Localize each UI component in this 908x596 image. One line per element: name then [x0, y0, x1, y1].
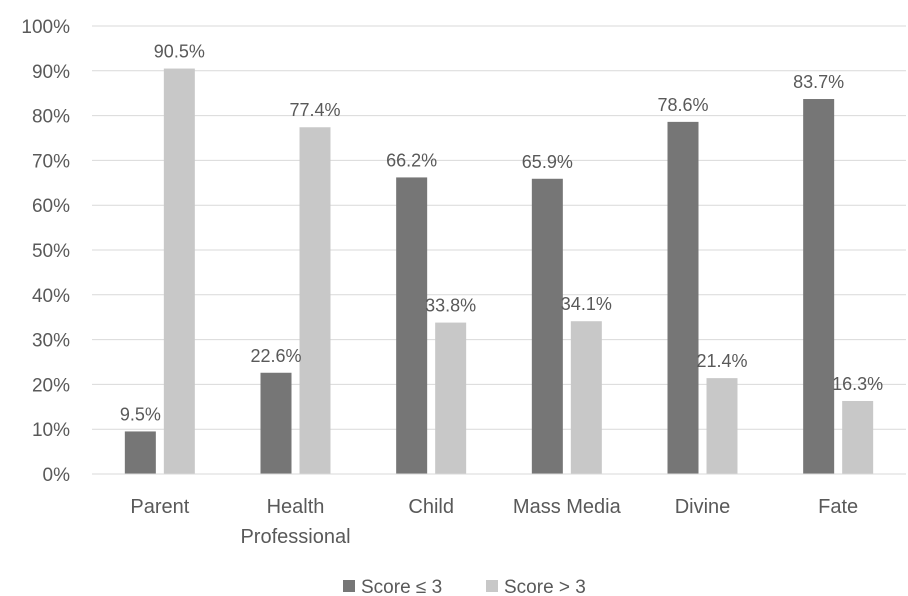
x-category-label: Divine [675, 496, 731, 518]
legend-label: Score > 3 [504, 577, 586, 596]
data-labels: 9.5% 90.5% 22.6% 77.4% 66.2% 33.8% 65.9% 34.1% 7… [120, 42, 883, 425]
gridlines [92, 25, 906, 430]
bar-score-le-3[interactable] [803, 99, 835, 475]
y-tick-label: 40% [32, 286, 70, 307]
data-label: 65.9% [522, 152, 573, 172]
data-label: 22.6% [250, 346, 301, 366]
bar-score-gt-3[interactable] [842, 400, 874, 474]
y-tick-label: 30% [32, 331, 70, 352]
y-tick-label: 50% [32, 241, 70, 262]
x-category-label: Parent [130, 496, 189, 518]
x-category-label: Mass Media [513, 496, 622, 518]
data-label: 16.3% [832, 374, 883, 394]
bar-score-gt-3[interactable] [299, 127, 331, 475]
x-category-label: Fate [818, 496, 858, 518]
bar-score-le-3[interactable] [260, 372, 292, 474]
y-tick-label: 90% [32, 62, 70, 83]
bar-score-gt-3[interactable] [570, 321, 602, 474]
bar-score-le-3[interactable] [667, 121, 699, 474]
y-tick-label: 10% [32, 420, 70, 441]
legend-swatch [486, 580, 498, 592]
y-tick-label: 100% [21, 17, 70, 38]
data-label: 21.4% [696, 351, 747, 371]
y-tick-label: 70% [32, 151, 70, 172]
data-label: 66.2% [386, 150, 437, 170]
x-axis: Parent Health Professional Child Mass Media D… [92, 473, 906, 548]
data-label: 33.8% [425, 296, 476, 316]
bar-score-le-3[interactable] [531, 178, 563, 474]
data-label: 34.1% [561, 294, 612, 314]
bars [124, 68, 874, 475]
bar-score-gt-3[interactable] [163, 68, 195, 474]
y-tick-label: 80% [32, 107, 70, 128]
legend-swatch [343, 580, 355, 592]
y-tick-label: 0% [43, 465, 71, 486]
y-tick-label: 20% [32, 375, 70, 396]
data-label: 77.4% [289, 100, 340, 120]
y-axis: 0% 10% 20% 30% 40% 50% 60% 70% 80% 90% 100% [21, 17, 70, 486]
bar-score-le-3[interactable] [124, 431, 156, 474]
x-category-label: Child [408, 496, 454, 518]
data-label: 83.7% [793, 72, 844, 92]
bar-score-gt-3[interactable] [706, 378, 738, 474]
bar-score-le-3[interactable] [396, 177, 428, 474]
legend-label: Score ≤ 3 [361, 577, 442, 596]
legend[interactable]: Score ≤ 3 Score > 3 [343, 577, 586, 596]
bar-score-gt-3[interactable] [435, 322, 467, 474]
x-category-label: Health Professional [240, 496, 350, 548]
data-label: 9.5% [120, 404, 161, 424]
data-label: 90.5% [154, 42, 205, 62]
y-tick-label: 60% [32, 196, 70, 217]
data-label: 78.6% [657, 95, 708, 115]
